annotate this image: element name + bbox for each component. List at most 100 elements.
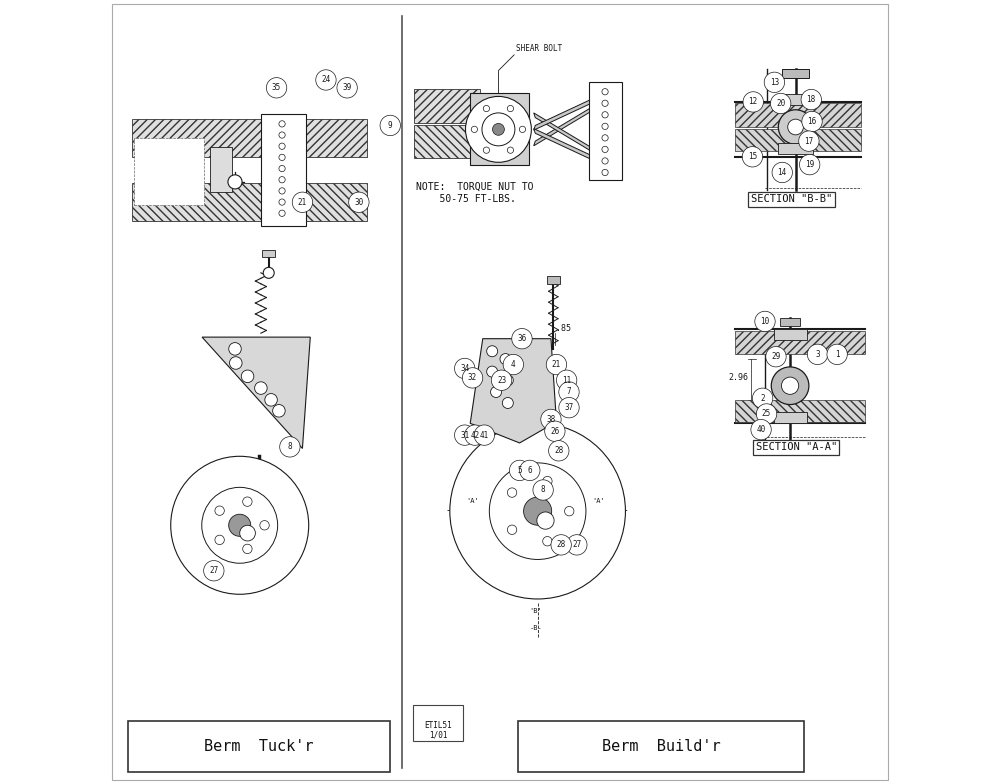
Circle shape — [742, 147, 763, 167]
Circle shape — [266, 78, 287, 98]
Circle shape — [349, 192, 369, 212]
Text: 4: 4 — [511, 360, 516, 369]
Circle shape — [559, 397, 579, 418]
Text: 28: 28 — [557, 540, 566, 550]
Circle shape — [751, 419, 771, 440]
Circle shape — [799, 154, 820, 175]
Circle shape — [215, 506, 224, 515]
Circle shape — [507, 105, 514, 111]
Circle shape — [827, 344, 847, 365]
Text: 50-75 FT-LBS.: 50-75 FT-LBS. — [416, 194, 516, 205]
Circle shape — [230, 357, 242, 369]
Circle shape — [507, 147, 514, 154]
Text: 28: 28 — [554, 446, 563, 456]
FancyBboxPatch shape — [735, 331, 865, 354]
Text: 25: 25 — [762, 409, 771, 419]
Circle shape — [292, 192, 313, 212]
Text: .85: .85 — [556, 324, 571, 333]
Circle shape — [602, 169, 608, 176]
Text: 41: 41 — [480, 430, 489, 440]
Circle shape — [602, 135, 608, 141]
Circle shape — [228, 175, 242, 189]
Circle shape — [279, 199, 285, 205]
Circle shape — [766, 347, 786, 367]
Text: 5: 5 — [517, 466, 522, 475]
Circle shape — [279, 210, 285, 216]
Circle shape — [556, 370, 577, 390]
Text: 27: 27 — [209, 566, 218, 575]
Text: 24: 24 — [321, 75, 331, 85]
Circle shape — [204, 561, 224, 581]
Circle shape — [770, 93, 791, 114]
Text: 2.96: 2.96 — [729, 373, 749, 383]
Circle shape — [507, 525, 517, 535]
FancyBboxPatch shape — [210, 147, 232, 192]
Text: SECTION "A-A": SECTION "A-A" — [756, 442, 837, 452]
Text: 1/01: 1/01 — [429, 730, 447, 739]
FancyBboxPatch shape — [414, 125, 480, 158]
Circle shape — [602, 111, 608, 118]
Circle shape — [474, 425, 495, 445]
Text: 1: 1 — [835, 350, 839, 359]
Circle shape — [771, 367, 809, 405]
Circle shape — [240, 525, 255, 541]
Circle shape — [549, 441, 569, 461]
Text: 23: 23 — [497, 376, 506, 385]
Circle shape — [602, 89, 608, 95]
FancyBboxPatch shape — [414, 89, 480, 123]
Circle shape — [487, 346, 498, 357]
Text: 21: 21 — [552, 360, 561, 369]
Text: NOTE:  TORQUE NUT TO: NOTE: TORQUE NUT TO — [416, 182, 534, 192]
Text: 19: 19 — [805, 160, 814, 169]
Circle shape — [500, 354, 511, 365]
Circle shape — [756, 404, 777, 424]
Circle shape — [471, 126, 478, 132]
Text: 34: 34 — [460, 364, 469, 373]
Circle shape — [567, 535, 587, 555]
Circle shape — [466, 96, 531, 162]
Text: 37: 37 — [564, 403, 574, 412]
Circle shape — [279, 154, 285, 161]
Circle shape — [202, 488, 278, 563]
Circle shape — [482, 113, 515, 146]
Polygon shape — [534, 129, 594, 161]
Polygon shape — [534, 98, 594, 130]
Text: 40: 40 — [756, 425, 766, 434]
FancyBboxPatch shape — [778, 143, 813, 154]
Circle shape — [772, 162, 792, 183]
Polygon shape — [470, 339, 556, 443]
Text: SECTION "B-B": SECTION "B-B" — [751, 194, 832, 205]
Text: 16: 16 — [807, 117, 817, 126]
Circle shape — [215, 535, 224, 545]
FancyBboxPatch shape — [782, 69, 809, 78]
Text: 36: 36 — [517, 334, 527, 343]
Text: SHEAR BOLT: SHEAR BOLT — [516, 45, 562, 53]
Circle shape — [541, 409, 561, 430]
Circle shape — [533, 480, 553, 500]
FancyBboxPatch shape — [589, 82, 622, 180]
Circle shape — [263, 267, 274, 278]
Text: 18: 18 — [807, 95, 816, 104]
Circle shape — [279, 176, 285, 183]
Circle shape — [520, 460, 540, 481]
Circle shape — [543, 536, 552, 546]
FancyBboxPatch shape — [774, 412, 807, 423]
Circle shape — [280, 437, 300, 457]
FancyBboxPatch shape — [774, 329, 807, 340]
Circle shape — [799, 131, 819, 151]
Text: -B-: -B- — [530, 626, 542, 631]
Circle shape — [465, 425, 485, 445]
Polygon shape — [202, 337, 310, 448]
Circle shape — [602, 158, 608, 164]
Circle shape — [241, 370, 254, 383]
Circle shape — [229, 343, 241, 355]
Circle shape — [512, 328, 532, 349]
Text: 8: 8 — [541, 485, 545, 495]
Text: 12: 12 — [749, 97, 758, 107]
Text: 20: 20 — [776, 99, 785, 108]
Circle shape — [491, 370, 512, 390]
FancyBboxPatch shape — [132, 119, 367, 157]
Circle shape — [279, 188, 285, 194]
Text: ETIL51: ETIL51 — [424, 721, 452, 731]
Circle shape — [778, 110, 813, 144]
